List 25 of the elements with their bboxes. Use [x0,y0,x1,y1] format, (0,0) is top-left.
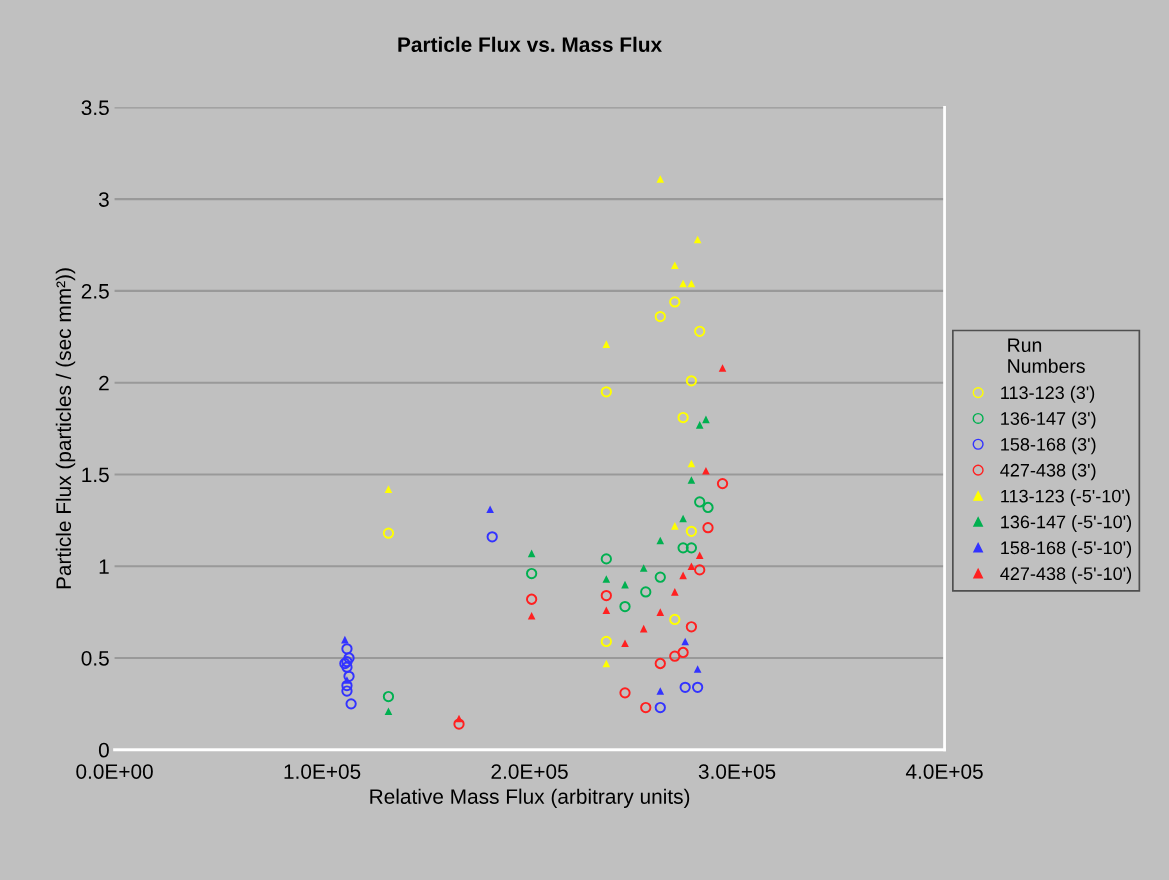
legend-label: 158-168 (-5'-10') [1001,540,1132,558]
y-tick-label: 2 [99,375,109,391]
y-tick-label: 0.5 [81,650,109,666]
x-tick-label: 3.0E+05 [698,764,776,779]
chart-title: Particle Flux vs. Mass Flux [398,36,662,53]
legend-label: 136-147 (-5'-10') [1001,515,1132,532]
x-axis-title: Relative Mass Flux (arbitrary units) [370,788,690,809]
y-tick-label: 1 [99,559,109,574]
x-tick-label: 4.0E+05 [905,764,983,779]
legend-title: Run Numbers [1008,338,1085,373]
x-tick-label: 0.0E+00 [76,764,153,779]
y-tick-label: 3 [98,192,109,207]
legend-label: 136-147 (3') [1001,411,1096,429]
legend-label: 113-123 (-5'-10') [1001,489,1130,507]
legend-label: 158-168 (3') [1001,437,1096,455]
legend-label: 427-438 (3') [1000,463,1096,481]
y-tick-label: 2.5 [81,283,109,299]
x-tick-label: 2.0E+05 [491,764,568,779]
y-axis-title: Particle Flux (particles / (sec mm²)) [55,268,76,589]
legend-label: 427-438 (-5'-10') [1000,566,1132,584]
y-tick-label: 0 [98,742,109,758]
y-tick-label: 1.5 [82,467,109,483]
y-tick-label: 3.5 [81,100,109,116]
x-tick-label: 1.0E+05 [284,764,361,779]
legend-label: 113-123 (3') [1001,385,1095,403]
